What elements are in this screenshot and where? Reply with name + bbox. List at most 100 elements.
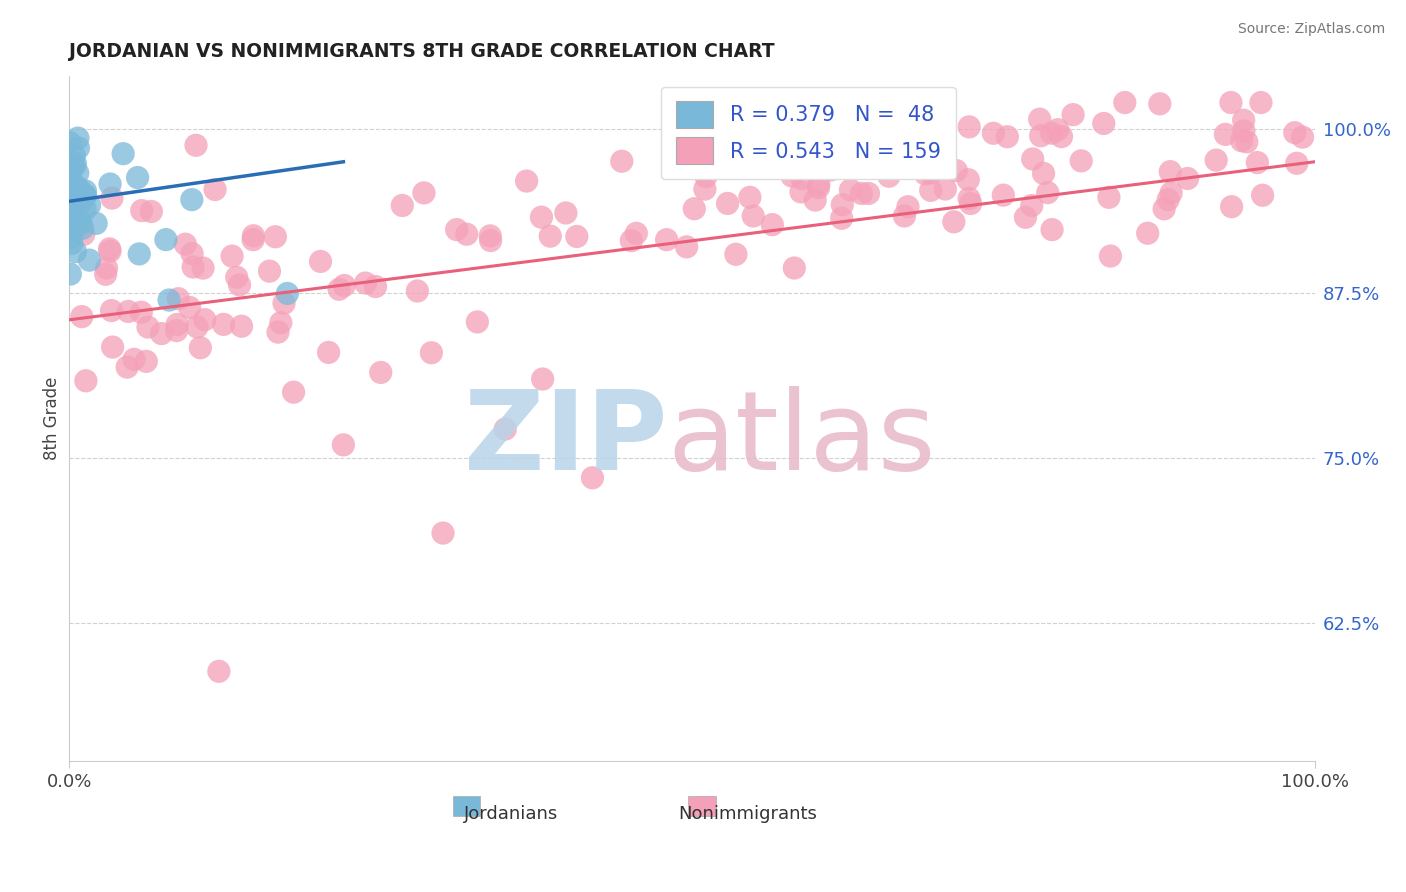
Point (1136, 226, 1159, 240)
Point (101, 191, 124, 205)
Point (65, 244, 87, 259)
Point (157, 293, 180, 307)
Point (181, 260, 204, 274)
Point (259, 264, 281, 278)
Point (166, 324, 188, 338)
Point (920, 166, 942, 180)
Point (1233, 113, 1256, 128)
Point (67, 182, 90, 196)
Point (333, 278, 356, 293)
Point (1021, 152, 1043, 166)
Point (479, 234, 502, 248)
Point (825, 134, 848, 148)
Point (100, 303, 122, 318)
Point (959, 196, 981, 211)
Point (73, 227, 96, 242)
Point (1159, 164, 1181, 178)
Point (117, 304, 139, 318)
Point (129, 305, 152, 319)
Point (70, 310, 93, 324)
Point (98, 177, 121, 191)
Point (655, 233, 678, 247)
Point (1220, 200, 1243, 214)
Point (59, 184, 82, 198)
Point (420, 345, 443, 359)
Point (115, 360, 138, 375)
Point (328, 282, 350, 296)
Point (531, 372, 554, 386)
Point (122, 352, 145, 367)
FancyBboxPatch shape (453, 797, 481, 815)
Point (1050, 129, 1073, 144)
Point (1070, 153, 1092, 168)
Point (1062, 108, 1084, 122)
Point (79, 198, 101, 212)
Point (59, 194, 82, 208)
Point (204, 182, 226, 196)
Point (181, 246, 204, 260)
Point (1205, 153, 1227, 168)
Point (67, 213, 90, 227)
Point (84, 216, 107, 230)
Point (75, 202, 97, 217)
Point (770, 153, 793, 168)
Point (98, 244, 121, 259)
Point (893, 209, 915, 223)
Point (370, 366, 392, 380)
Point (446, 222, 468, 236)
Point (58, 136, 80, 150)
Point (59, 208, 82, 222)
Point (101, 340, 124, 354)
Point (180, 193, 202, 207)
Point (530, 210, 553, 224)
Point (831, 198, 853, 212)
Point (554, 206, 576, 220)
Point (983, 126, 1005, 140)
Point (1157, 193, 1180, 207)
Text: Nonimmigrants: Nonimmigrants (679, 805, 817, 823)
Point (406, 284, 429, 298)
Point (1177, 171, 1199, 186)
Point (188, 341, 211, 355)
Point (62, 223, 84, 237)
Point (1285, 156, 1308, 170)
Point (212, 318, 235, 332)
Point (264, 229, 287, 244)
Point (167, 292, 190, 306)
Point (945, 163, 967, 178)
Point (804, 193, 827, 207)
Point (1040, 222, 1063, 236)
Point (790, 185, 813, 199)
Point (231, 319, 253, 334)
Point (63, 148, 86, 162)
Point (228, 277, 250, 292)
Point (59, 203, 82, 218)
Point (683, 202, 706, 216)
Point (191, 261, 214, 276)
Point (59, 206, 82, 220)
Point (318, 345, 340, 359)
Point (565, 229, 588, 244)
FancyBboxPatch shape (689, 797, 716, 815)
Point (242, 233, 264, 247)
Point (1230, 134, 1253, 148)
Point (1250, 95, 1272, 110)
Point (332, 438, 354, 452)
Point (620, 234, 643, 248)
Point (70, 216, 93, 230)
Point (221, 249, 243, 263)
Point (1236, 135, 1258, 149)
Point (1036, 186, 1059, 200)
Point (65, 157, 87, 171)
Point (820, 163, 842, 178)
Point (957, 172, 980, 186)
Point (186, 319, 208, 334)
Point (155, 233, 177, 247)
Point (94, 267, 117, 281)
Point (1160, 186, 1182, 200)
Point (112, 146, 135, 161)
Point (1099, 249, 1122, 263)
Point (897, 200, 920, 214)
Point (98, 242, 121, 256)
Point (516, 174, 538, 188)
